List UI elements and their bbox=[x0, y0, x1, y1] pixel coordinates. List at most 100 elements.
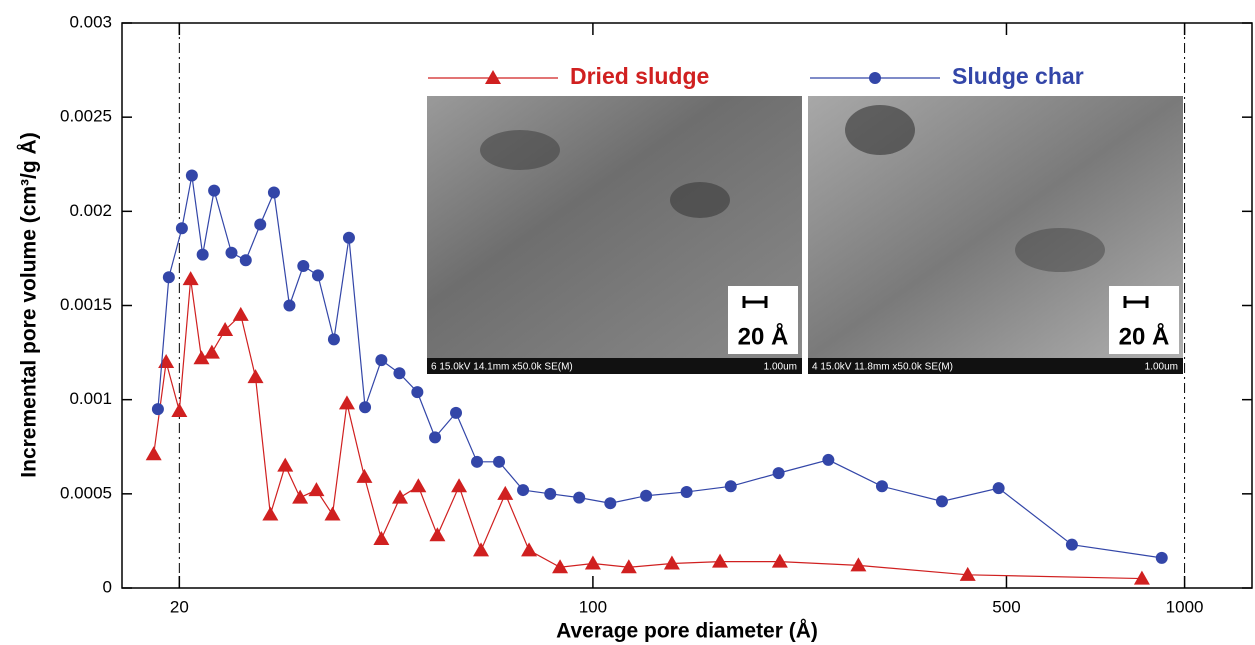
scale-bar-icon bbox=[1123, 296, 1149, 308]
data-point bbox=[521, 542, 538, 557]
inset-1: 6 15.0kV 14.1mm x50.0k SE(M) 1.00um 20 Å bbox=[427, 96, 802, 374]
data-point bbox=[208, 184, 221, 197]
data-point bbox=[297, 259, 310, 272]
data-point bbox=[772, 467, 785, 480]
data-point bbox=[450, 406, 463, 419]
data-point bbox=[712, 553, 729, 568]
data-point bbox=[604, 497, 617, 510]
scale-bar-icon bbox=[742, 296, 768, 308]
data-point bbox=[992, 482, 1005, 495]
data-point bbox=[429, 431, 442, 444]
caption-bar bbox=[427, 358, 802, 374]
data-point bbox=[771, 553, 788, 568]
data-point bbox=[283, 299, 296, 312]
data-point bbox=[411, 386, 424, 399]
data-point bbox=[342, 231, 355, 244]
data-point bbox=[375, 354, 388, 367]
legend-marker bbox=[869, 72, 881, 84]
data-point bbox=[267, 186, 280, 199]
data-point bbox=[473, 542, 490, 557]
x-tick-label: 1000 bbox=[1166, 597, 1204, 616]
data-point bbox=[497, 485, 514, 500]
sem-texture bbox=[845, 105, 915, 155]
data-point bbox=[373, 531, 390, 546]
x-tick-label: 20 bbox=[170, 597, 189, 616]
data-point bbox=[584, 555, 601, 570]
data-point bbox=[217, 321, 234, 336]
data-point bbox=[1155, 551, 1168, 564]
inset-2: 4 15.0kV 11.8mm x50.0k SE(M) 1.00um 20 Å bbox=[808, 96, 1183, 374]
data-point bbox=[225, 246, 238, 259]
data-point bbox=[935, 495, 948, 508]
data-point bbox=[292, 489, 309, 504]
data-point bbox=[640, 489, 653, 502]
inset-caption: 4 15.0kV 11.8mm x50.0k SE(M) bbox=[812, 362, 953, 373]
data-point bbox=[850, 557, 867, 572]
data-point bbox=[247, 369, 264, 384]
data-point bbox=[193, 350, 210, 365]
data-point bbox=[356, 468, 373, 483]
data-point bbox=[162, 271, 175, 284]
y-tick-label: 0.001 bbox=[69, 389, 112, 408]
data-point bbox=[185, 169, 198, 182]
data-point bbox=[493, 455, 506, 468]
data-point bbox=[239, 254, 252, 267]
scale-box bbox=[728, 286, 798, 354]
data-point bbox=[573, 491, 586, 504]
data-point bbox=[822, 453, 835, 466]
scale-bar-label: 20 Å bbox=[1119, 322, 1170, 350]
scale-bar-label: 20 Å bbox=[738, 322, 789, 350]
data-point bbox=[151, 403, 164, 416]
inset-scale-text: 1.00um bbox=[764, 362, 797, 373]
data-point bbox=[1065, 538, 1078, 551]
data-point bbox=[324, 506, 341, 521]
data-point bbox=[471, 455, 484, 468]
data-point bbox=[175, 222, 188, 235]
data-point bbox=[517, 484, 530, 497]
data-point bbox=[196, 248, 209, 261]
data-point bbox=[959, 566, 976, 581]
y-tick-label: 0.003 bbox=[69, 12, 112, 31]
sem-texture bbox=[480, 130, 560, 170]
data-point bbox=[680, 485, 693, 498]
data-point bbox=[338, 395, 355, 410]
data-point bbox=[620, 559, 637, 574]
data-point bbox=[308, 482, 325, 497]
x-tick-label: 100 bbox=[579, 597, 607, 616]
y-tick-label: 0.0005 bbox=[60, 483, 112, 502]
data-point bbox=[262, 506, 279, 521]
data-point bbox=[663, 555, 680, 570]
data-point bbox=[145, 446, 162, 461]
data-point bbox=[203, 344, 220, 359]
data-point bbox=[232, 306, 249, 321]
data-point bbox=[359, 401, 372, 414]
data-point bbox=[391, 489, 408, 504]
data-point bbox=[311, 269, 324, 282]
sem-texture bbox=[670, 182, 730, 218]
legend-label: Sludge char bbox=[952, 63, 1084, 89]
x-tick-label: 500 bbox=[992, 597, 1020, 616]
legend-label: Dried sludge bbox=[570, 63, 709, 89]
sem-texture bbox=[1015, 228, 1105, 272]
data-point bbox=[875, 480, 888, 493]
y-tick-label: 0.0015 bbox=[60, 295, 112, 314]
data-point bbox=[1133, 570, 1150, 585]
data-point bbox=[724, 480, 737, 493]
caption-bar bbox=[808, 358, 1183, 374]
y-tick-label: 0.002 bbox=[69, 201, 112, 220]
data-point bbox=[429, 527, 446, 542]
data-point bbox=[182, 271, 199, 286]
inset-scale-text: 1.00um bbox=[1145, 362, 1178, 373]
data-point bbox=[171, 402, 188, 417]
inset-caption: 6 15.0kV 14.1mm x50.0k SE(M) bbox=[431, 362, 573, 373]
y-tick-label: 0.0025 bbox=[60, 107, 112, 126]
data-point bbox=[277, 457, 294, 472]
data-point bbox=[544, 487, 557, 500]
scale-box bbox=[1109, 286, 1179, 354]
data-point bbox=[327, 333, 340, 346]
data-point bbox=[410, 478, 427, 493]
y-axis-title: Incremental pore volume (cm³/g Å) bbox=[17, 132, 41, 477]
data-point bbox=[254, 218, 267, 231]
